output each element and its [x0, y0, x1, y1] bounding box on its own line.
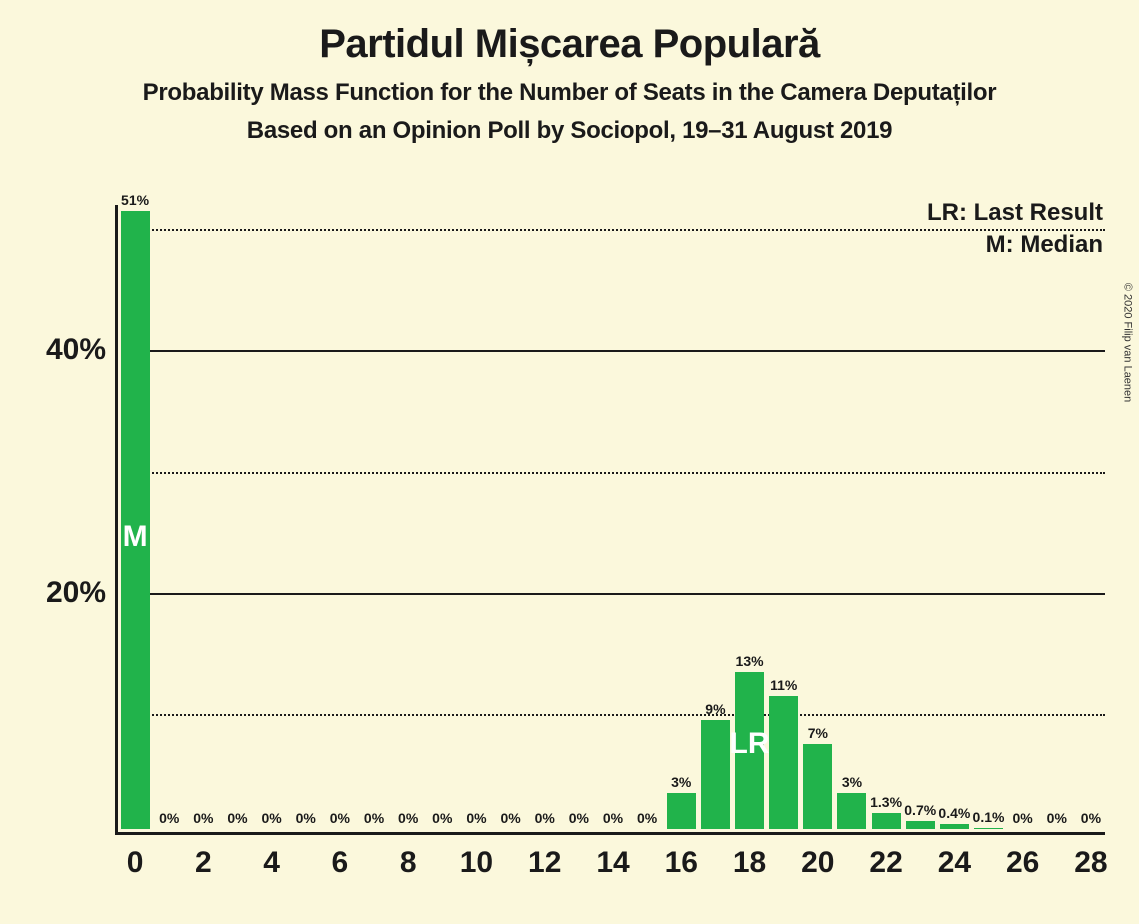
pmf-bar-chart: LR: Last Result M: Median 20%40%02468101…: [115, 205, 1105, 835]
last-result-marker: LR: [730, 727, 770, 761]
bar-value-label: 3%: [842, 774, 862, 790]
x-tick-label: 4: [263, 846, 280, 880]
bar-value-label: 0%: [1013, 810, 1033, 826]
x-tick-label: 16: [665, 846, 698, 880]
gridline: [121, 350, 1105, 352]
x-tick-label: 10: [460, 846, 493, 880]
bar: [906, 821, 935, 829]
bar-value-label: 0%: [432, 810, 452, 826]
bar: [940, 824, 969, 829]
bar: [667, 793, 696, 829]
bar: [769, 696, 798, 829]
bar-value-label: 0%: [569, 810, 589, 826]
x-tick-label: 6: [332, 846, 349, 880]
chart-title: Partidul Mișcarea Populară: [0, 22, 1139, 67]
bar-value-label: 0%: [364, 810, 384, 826]
bar: [872, 813, 901, 829]
bar-value-label: 0.7%: [904, 802, 936, 818]
x-tick-label: 20: [801, 846, 834, 880]
bar-value-label: 0%: [159, 810, 179, 826]
y-tick-label: 40%: [26, 333, 106, 367]
gridline: [121, 714, 1105, 716]
bar-value-label: 0%: [1047, 810, 1067, 826]
bar: [837, 793, 866, 829]
x-tick-label: 26: [1006, 846, 1039, 880]
bar: [974, 828, 1003, 829]
bar-value-label: 0%: [227, 810, 247, 826]
plot-area: LR: Last Result M: Median 20%40%02468101…: [115, 205, 1105, 835]
bar: [803, 744, 832, 829]
bar-value-label: 0%: [466, 810, 486, 826]
median-marker: M: [123, 520, 148, 554]
copyright-text: © 2020 Filip van Laenen: [1121, 283, 1133, 402]
bar-value-label: 0%: [603, 810, 623, 826]
x-tick-label: 12: [528, 846, 561, 880]
x-tick-label: 8: [400, 846, 417, 880]
gridline: [121, 472, 1105, 474]
bar-value-label: 0%: [296, 810, 316, 826]
x-tick-label: 2: [195, 846, 212, 880]
bar-value-label: 11%: [770, 677, 797, 693]
bar-value-label: 3%: [671, 774, 691, 790]
chart-subtitle: Probability Mass Function for the Number…: [0, 79, 1139, 107]
bar-value-label: 0.1%: [973, 809, 1005, 825]
bar-value-label: 0%: [398, 810, 418, 826]
gridline: [121, 593, 1105, 595]
bar-value-label: 0%: [500, 810, 520, 826]
x-tick-label: 28: [1074, 846, 1107, 880]
legend-lr: LR: Last Result: [927, 199, 1103, 227]
bar: [701, 720, 730, 829]
title-block: Partidul Mișcarea Populară Probability M…: [0, 0, 1139, 145]
x-tick-label: 0: [127, 846, 144, 880]
gridline: [121, 229, 1105, 231]
bar-value-label: 51%: [121, 192, 149, 208]
bar-value-label: 0%: [261, 810, 281, 826]
bar-value-label: 0.4%: [938, 805, 970, 821]
bar-value-label: 0%: [193, 810, 213, 826]
bar-value-label: 0%: [637, 810, 657, 826]
bar-value-label: 9%: [705, 701, 725, 717]
bar-value-label: 13%: [736, 653, 764, 669]
x-tick-label: 14: [596, 846, 629, 880]
bar-value-label: 0%: [535, 810, 555, 826]
bar-value-label: 7%: [808, 725, 828, 741]
x-tick-label: 18: [733, 846, 766, 880]
bar-value-label: 0%: [1081, 810, 1101, 826]
bar-value-label: 0%: [330, 810, 350, 826]
legend-m: M: Median: [986, 231, 1103, 259]
chart-source: Based on an Opinion Poll by Sociopol, 19…: [0, 117, 1139, 145]
x-tick-label: 24: [938, 846, 971, 880]
x-tick-label: 22: [869, 846, 902, 880]
y-tick-label: 20%: [26, 576, 106, 610]
bar-value-label: 1.3%: [870, 794, 902, 810]
